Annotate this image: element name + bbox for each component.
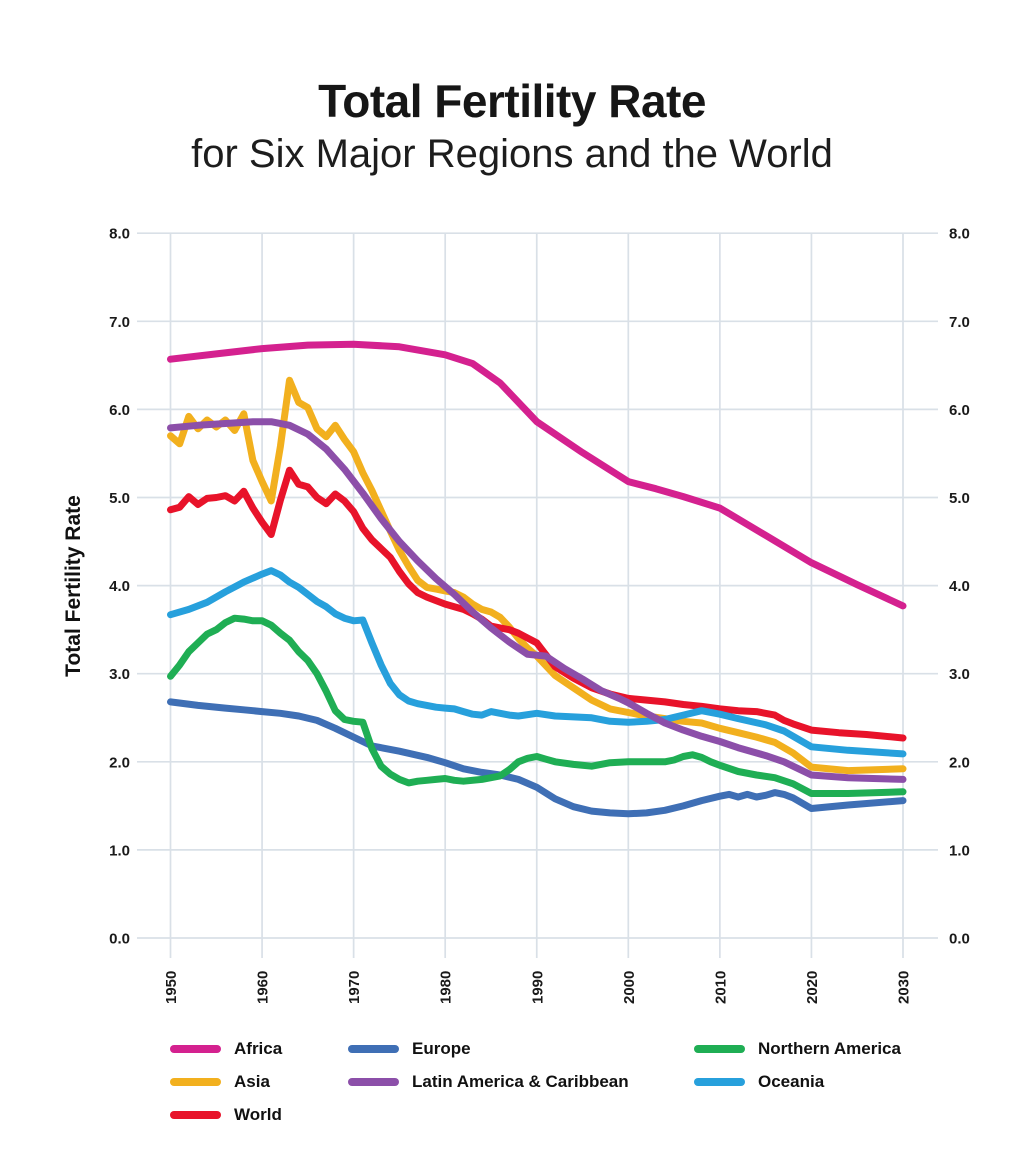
y-tick-label-left-2.0: 2.0 xyxy=(109,754,130,771)
series-line-northern-america xyxy=(167,614,907,797)
x-tick-label-2020: 2020 xyxy=(804,971,821,1004)
y-tick-label-left-5.0: 5.0 xyxy=(109,490,130,507)
series-line-latin-america-caribbean xyxy=(167,418,907,783)
y-tick-label-left-1.0: 1.0 xyxy=(109,842,130,859)
series-line-world xyxy=(167,466,907,742)
chart-title: Total Fertility Rate xyxy=(318,75,706,127)
y-tick-label-right-3.0: 3.0 xyxy=(949,666,970,683)
y-tick-label-left-3.0: 3.0 xyxy=(109,666,130,683)
y-tick-label-right-4.0: 4.0 xyxy=(949,578,970,595)
x-tick-label-1980: 1980 xyxy=(438,971,455,1004)
y-tick-label-right-8.0: 8.0 xyxy=(949,226,970,243)
y-tick-label-left-4.0: 4.0 xyxy=(109,578,130,595)
x-tick-label-1970: 1970 xyxy=(346,971,363,1004)
series-line-europe xyxy=(167,698,907,818)
series-line-oceania xyxy=(167,567,907,758)
x-tick-label-2030: 2030 xyxy=(896,971,913,1004)
y-tick-label-right-5.0: 5.0 xyxy=(949,490,970,507)
y-tick-label-left-8.0: 8.0 xyxy=(109,226,130,243)
series-line-africa xyxy=(167,340,907,610)
y-tick-label-right-6.0: 6.0 xyxy=(949,402,970,419)
y-tick-label-left-6.0: 6.0 xyxy=(109,402,130,419)
y-tick-label-right-2.0: 2.0 xyxy=(949,754,970,771)
chart-subtitle: for Six Major Regions and the World xyxy=(191,132,833,176)
x-tick-label-2010: 2010 xyxy=(712,971,729,1004)
y-tick-label-left-7.0: 7.0 xyxy=(109,314,130,331)
y-tick-label-left-0.0: 0.0 xyxy=(109,931,130,948)
x-tick-label-2000: 2000 xyxy=(621,971,638,1004)
x-tick-label-1960: 1960 xyxy=(255,971,272,1004)
y-tick-label-right-0.0: 0.0 xyxy=(949,931,970,948)
y-tick-label-right-1.0: 1.0 xyxy=(949,842,970,859)
x-tick-label-1990: 1990 xyxy=(529,971,546,1004)
y-tick-label-right-7.0: 7.0 xyxy=(949,314,970,331)
x-tick-label-1950: 1950 xyxy=(163,971,180,1004)
